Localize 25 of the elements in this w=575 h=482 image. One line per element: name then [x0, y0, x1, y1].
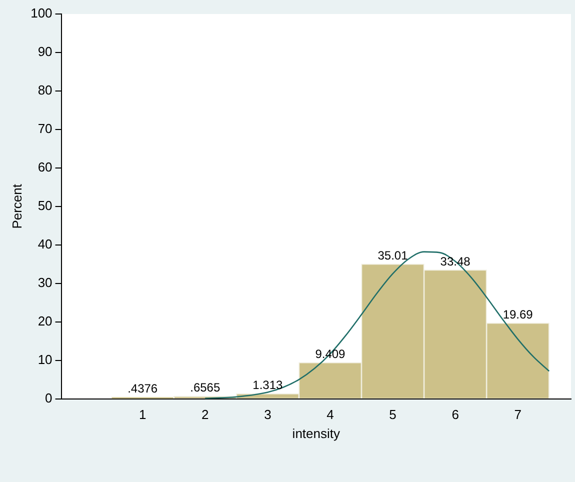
y-tick-label: 0: [45, 390, 52, 406]
data-label: 35.01: [378, 248, 408, 262]
y-tick-label: 60: [38, 160, 52, 174]
data-label: .4376: [128, 381, 158, 396]
x-tick-label: 1: [138, 407, 146, 422]
y-tick-label: 10: [38, 352, 52, 367]
x-tick-label: 6: [452, 407, 459, 422]
y-tick-label: 80: [38, 82, 52, 98]
x-tick-label: 7: [514, 407, 522, 422]
data-label: 19.69: [502, 307, 534, 322]
y-tick-label: 90: [38, 44, 52, 60]
y-tick-label: 40: [38, 236, 52, 252]
y-tick-label: 20: [38, 313, 52, 328]
y-tick-label: 50: [38, 198, 52, 213]
x-tick-label: 2: [202, 407, 209, 422]
y-axis-title: Percent: [9, 184, 24, 229]
data-label: 1.313: [252, 378, 284, 392]
y-tick-label: 30: [38, 274, 52, 290]
x-axis-title: intensity: [292, 426, 340, 441]
x-tick-label: 4: [326, 407, 334, 422]
x-tick-label: 5: [389, 407, 396, 422]
y-tick-label: 70: [38, 121, 52, 136]
data-label: .6565: [190, 380, 220, 395]
x-tick-label: 3: [264, 407, 272, 422]
y-tick-label: 100: [30, 6, 52, 21]
